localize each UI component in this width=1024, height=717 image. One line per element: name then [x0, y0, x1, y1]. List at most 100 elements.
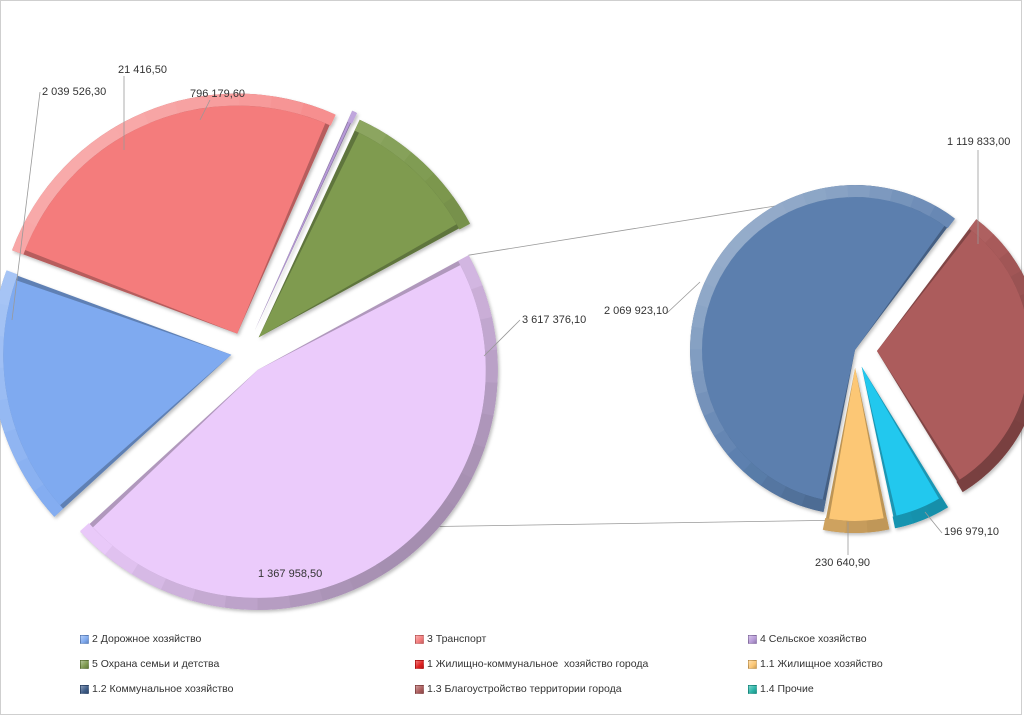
secondary-pie-leader-line [924, 511, 943, 534]
main-pie-slice-bevel [63, 145, 97, 177]
legend-item: 2 Дорожное хозяйство [80, 633, 201, 645]
legend-swatch [415, 684, 424, 694]
main-pie-slice-bevel [318, 578, 355, 602]
secondary-pie-data-label: 230 640,90 [815, 557, 870, 569]
main-pie-data-label: 796 179,60 [190, 88, 245, 100]
secondary-pie-slice-bevel [1010, 270, 1024, 297]
legend-item: 1.4 Прочие [748, 683, 814, 695]
legend-item: 1 Жилищно-коммунальное хозяйство города [415, 658, 648, 670]
secondary-pie-slice-bevel [910, 196, 936, 217]
main-pie-slice-bevel [485, 349, 498, 384]
main-pie-slice-bevel [25, 191, 54, 227]
secondary-pie-slice-bevel [800, 494, 826, 512]
main-pie-slice-bevel [42, 166, 74, 200]
legend-label: 1.4 Прочие [760, 683, 814, 695]
main-pie-data-label: 1 367 958,50 [258, 568, 322, 580]
main-pie-slice-bevel [471, 285, 493, 321]
legend-label: 1 Жилищно-коммунальное хозяйство города [427, 658, 649, 670]
main-pie-slice-bevel [103, 544, 138, 575]
main-pie-leader-line [199, 99, 211, 121]
main-pie-slice-bevel [143, 101, 179, 124]
secondary-pie-slice-bevel [715, 243, 738, 270]
main-pie-slice-bevel [3, 427, 28, 463]
secondary-pie-slice-bevel [929, 205, 955, 229]
main-pie-slice-bevel [348, 564, 384, 591]
legend: 2 Дорожное хозяйство 3 Транспорт 4 Сельско… [80, 630, 980, 705]
legend-item: 1.1 Жилищное хозяйство [748, 658, 883, 670]
legend-swatch [80, 684, 89, 694]
main-pie-slice-bevel [480, 317, 497, 352]
main-pie-slice-face [92, 265, 486, 599]
legend-label: 4 Сельское хозяйство [760, 633, 867, 645]
secondary-pie-slice-1-1-жилищное-хозяйство [822, 367, 890, 534]
secondary-pie-slice-bevel [999, 251, 1022, 278]
main-pie-slice-bevel [287, 589, 323, 608]
main-pie-slice-bevel [0, 366, 8, 401]
secondary-pie-slice-bevel [1019, 294, 1024, 309]
main-pie-slice-bevel [0, 302, 9, 337]
secondary-pie-slice-bevel [969, 219, 995, 244]
secondary-pie-slice-face [701, 196, 945, 500]
legend-label: 1.2 Коммунальное хозяйство [92, 683, 234, 695]
secondary-pie-slice-bevel [713, 429, 737, 455]
secondary-pie-slice-1-3-благоустройство-территории-города [876, 219, 1024, 493]
main-pie-slice-bevel [380, 134, 413, 163]
main-pie-slice-bevel [443, 196, 471, 230]
secondary-pie-slice-bevel [824, 185, 849, 200]
legend-label: 1.3 Благоустройство территории города [427, 683, 622, 695]
main-pie [0, 93, 498, 610]
secondary-pie-slice-1-4-прочие [861, 366, 948, 529]
main-pie-slice-bevel [80, 523, 113, 555]
secondary-pie-slice-bevel [704, 262, 726, 288]
secondary-pie [689, 185, 1024, 534]
main-pie-slice-bevel [12, 219, 37, 255]
secondary-pie-slice-bevel [844, 520, 868, 534]
main-pie-slice-face [3, 280, 232, 506]
secondary-pie-slice-bevel [742, 461, 768, 486]
secondary-pie-slice-bevel [973, 454, 999, 479]
secondary-pie-slice-1-2-коммунальное-хозяйство [689, 185, 955, 512]
secondary-pie-slice-bevel [690, 325, 704, 350]
main-pie-slice-bevel [33, 483, 64, 517]
main-pie-data-label: 3 617 376,10 [522, 314, 586, 326]
main-pie-slice-bevel [16, 456, 44, 492]
legend-swatch [80, 659, 89, 669]
main-pie-slice-bevel [481, 382, 498, 417]
secondary-pie-slice-bevel [989, 437, 1013, 464]
main-pie-slice-bevel [0, 270, 18, 306]
main-pie-slice-bevel [424, 499, 456, 534]
main-pie-slice-1-жилищно-коммунальное-хозяйство-города [80, 255, 498, 610]
main-pie-slice-face [254, 122, 351, 331]
secondary-pie-slice-bevel [865, 517, 890, 533]
legend-label: 2 Дорожное хозяйство [92, 633, 202, 645]
secondary-pie-slice-bevel [1013, 400, 1024, 426]
legend-swatch [748, 684, 757, 694]
secondary-pie-slice-bevel [726, 446, 752, 472]
main-pie-slice-bevel [460, 443, 485, 480]
main-pie-slice-5-охрана-семьи-и-детства [258, 119, 471, 338]
secondary-pie-slice-bevel [892, 511, 914, 529]
main-pie-slice-face [258, 132, 457, 338]
secondary-pie-data-label: 196 979,10 [944, 526, 999, 538]
leader-lines [11, 76, 979, 555]
data-labels: 1 367 958,50 2 039 526,30 21 416,50 796 179… [42, 64, 1010, 580]
main-pie-slice-bevel [473, 413, 494, 449]
main-pie-slice-bevel [114, 112, 150, 138]
secondary-pie-slice-bevel [925, 497, 948, 517]
legend-swatch [80, 634, 89, 644]
secondary-pie-slice-bevel [822, 518, 847, 533]
secondary-pie-leader-line [666, 281, 701, 314]
main-pie-data-label: 21 416,50 [118, 64, 167, 76]
main-pie-slice-bevel [425, 173, 454, 205]
secondary-pie-slice-bevel [744, 213, 770, 237]
main-pie-slice-bevel [159, 578, 196, 601]
main-pie-slice-edge [254, 110, 356, 331]
secondary-pie-slice-bevel [696, 282, 716, 308]
secondary-pie-data-label: 1 119 833,00 [947, 136, 1010, 148]
secondary-pie-slice-bevel [703, 410, 725, 437]
main-pie-slice-bevel [270, 96, 305, 115]
secondary-pie-slice-bevel [728, 227, 753, 252]
legend-label: 3 Транспорт [427, 633, 487, 645]
secondary-pie-slice-bevel [689, 348, 704, 373]
